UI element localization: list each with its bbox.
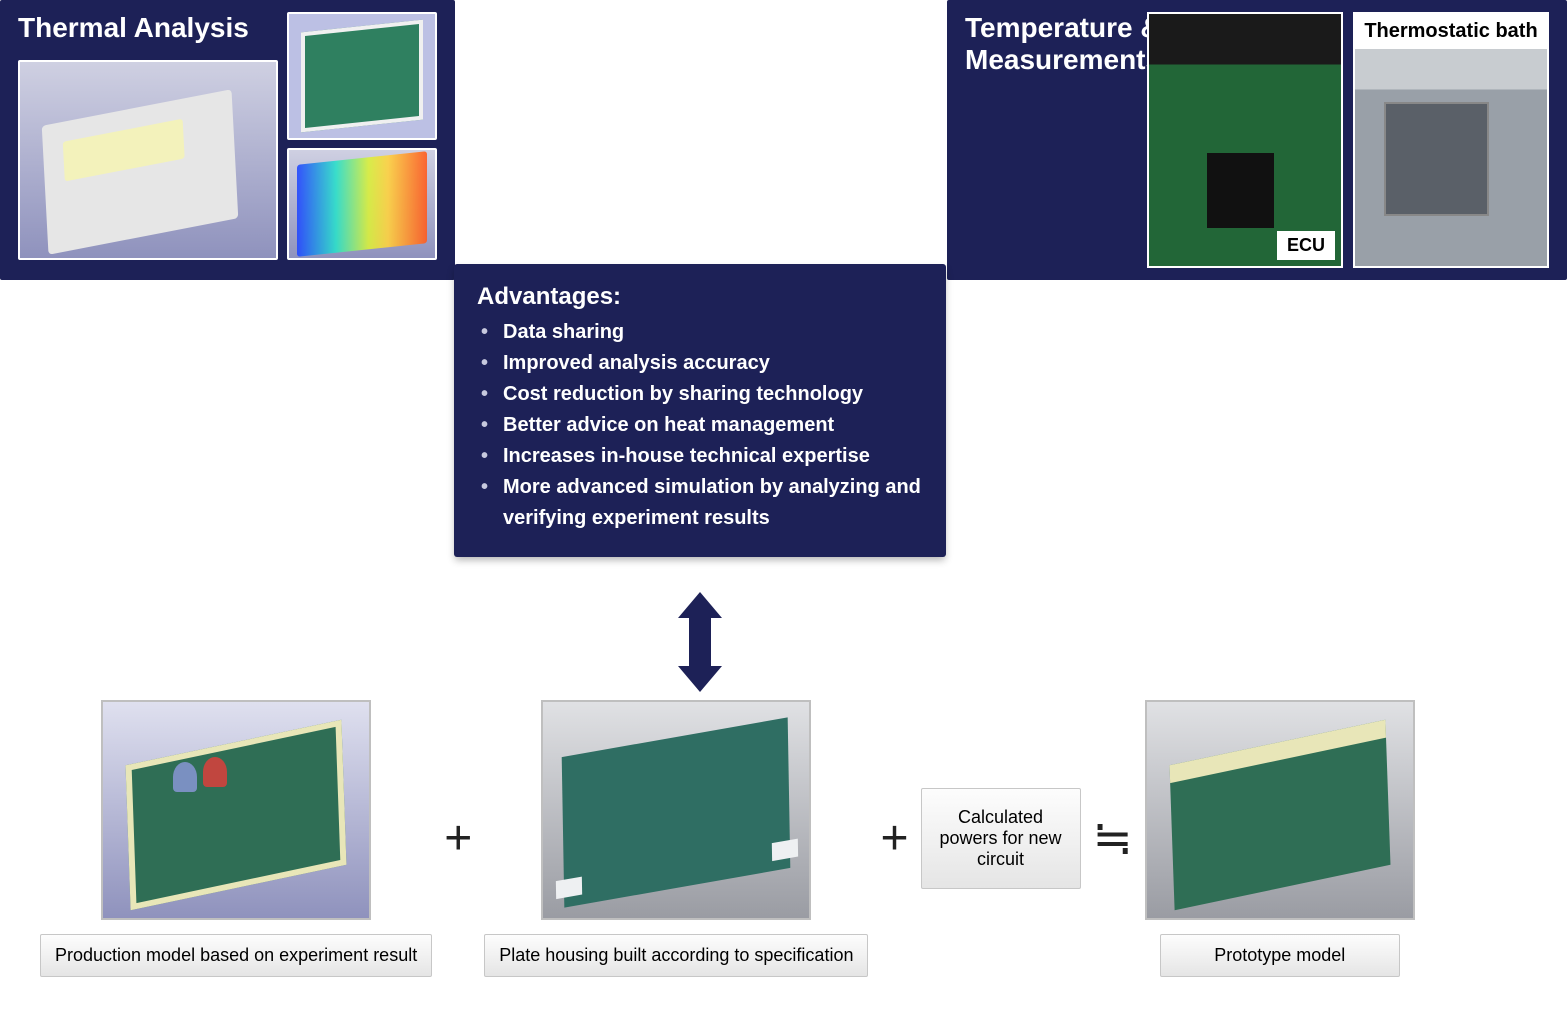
- prototype-model-block: Prototype model: [1145, 700, 1415, 977]
- ecu-photo: ECU: [1147, 12, 1343, 268]
- advantage-item: Better advice on heat management: [477, 410, 923, 441]
- prototype-model-caption: Prototype model: [1160, 934, 1400, 977]
- calculated-powers-block: Calculated powers for new circuit: [921, 788, 1081, 889]
- plus-operator: +: [868, 729, 920, 949]
- production-model-image: [101, 700, 371, 920]
- advantages-list: Data sharing Improved analysis accuracy …: [477, 317, 923, 534]
- ecu-label: ECU: [1277, 231, 1335, 260]
- plate-housing-block: Plate housing built according to specifi…: [484, 700, 868, 977]
- thermal-analysis-panel: Thermal Analysis: [0, 0, 455, 280]
- calculated-powers-card: Calculated powers for new circuit: [921, 788, 1081, 889]
- cad-model-image: [18, 60, 278, 260]
- advantage-item: Cost reduction by sharing technology: [477, 379, 923, 410]
- advantages-box: Advantages: Data sharing Improved analys…: [455, 265, 945, 556]
- pcb-model-image: [287, 12, 437, 140]
- advantage-item: Increases in-house technical expertise: [477, 441, 923, 472]
- equals-operator: ≒: [1081, 729, 1145, 949]
- thermostatic-bath-photo: Thermostatic bath: [1353, 12, 1549, 268]
- advantage-item: Improved analysis accuracy: [477, 348, 923, 379]
- plate-housing-image: [541, 700, 811, 920]
- advantages-heading: Advantages:: [477, 283, 923, 311]
- workflow-row: Production model based on experiment res…: [40, 700, 1527, 977]
- double-arrow-icon: [678, 592, 722, 692]
- plus-operator: +: [432, 729, 484, 949]
- prototype-model-image: [1145, 700, 1415, 920]
- thermal-map-image: [287, 148, 437, 260]
- bath-label: Thermostatic bath: [1355, 14, 1547, 49]
- advantage-item: Data sharing: [477, 317, 923, 348]
- plate-housing-caption: Plate housing built according to specifi…: [484, 934, 868, 977]
- advantage-item: More advanced simulation by analyzing an…: [477, 472, 923, 534]
- production-model-caption: Production model based on experiment res…: [40, 934, 432, 977]
- production-model-block: Production model based on experiment res…: [40, 700, 432, 977]
- measurements-panel: Temperature & Power Measurements ECU The…: [947, 0, 1567, 280]
